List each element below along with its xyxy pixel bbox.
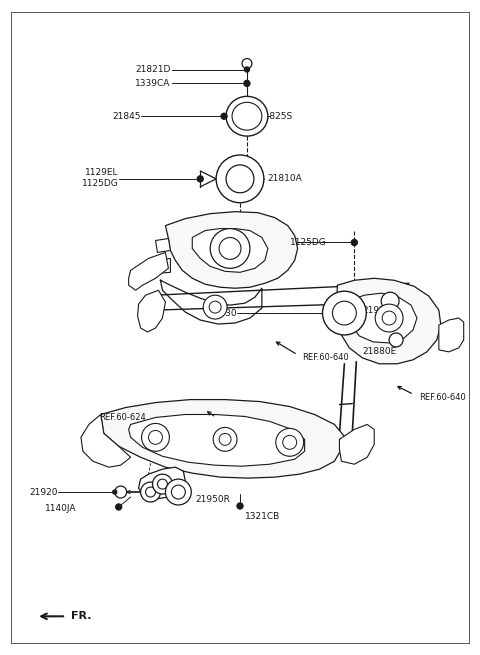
- Polygon shape: [192, 229, 268, 272]
- Text: 1321CB: 1321CB: [245, 512, 280, 521]
- Text: 21830: 21830: [208, 309, 237, 318]
- Circle shape: [219, 434, 231, 445]
- Text: REF.60-640: REF.60-640: [301, 353, 348, 362]
- Text: 21950R: 21950R: [195, 495, 230, 504]
- Polygon shape: [166, 212, 298, 288]
- Circle shape: [142, 423, 169, 451]
- Ellipse shape: [226, 96, 268, 136]
- Circle shape: [113, 490, 117, 494]
- Polygon shape: [348, 293, 417, 343]
- Circle shape: [197, 176, 203, 182]
- Text: REF.60-640: REF.60-640: [419, 393, 466, 402]
- Text: 1125DG: 1125DG: [82, 179, 119, 189]
- Circle shape: [145, 487, 156, 497]
- Polygon shape: [439, 318, 464, 352]
- Circle shape: [351, 240, 357, 246]
- Circle shape: [381, 292, 399, 310]
- Circle shape: [213, 428, 237, 451]
- Text: FR.: FR.: [71, 611, 92, 622]
- Text: 1339CA: 1339CA: [135, 79, 170, 88]
- Polygon shape: [81, 415, 131, 467]
- Circle shape: [141, 482, 160, 502]
- Text: 21880E: 21880E: [362, 347, 396, 356]
- Circle shape: [375, 304, 403, 332]
- Circle shape: [237, 503, 243, 509]
- Circle shape: [226, 165, 254, 193]
- Polygon shape: [101, 400, 344, 478]
- Text: 21810A: 21810A: [268, 174, 302, 183]
- Circle shape: [333, 301, 356, 325]
- Polygon shape: [156, 238, 170, 252]
- Circle shape: [116, 504, 122, 510]
- Circle shape: [389, 333, 403, 347]
- Text: 1129EL: 1129EL: [85, 168, 119, 178]
- Circle shape: [209, 301, 221, 313]
- Text: 1140JA: 1140JA: [45, 504, 76, 514]
- Circle shape: [166, 479, 192, 505]
- Text: 1125DG: 1125DG: [290, 238, 326, 247]
- Polygon shape: [129, 252, 168, 290]
- Circle shape: [148, 430, 162, 444]
- Ellipse shape: [232, 102, 262, 130]
- Circle shape: [115, 486, 127, 498]
- Polygon shape: [129, 415, 305, 466]
- Circle shape: [171, 485, 185, 499]
- Circle shape: [242, 58, 252, 69]
- Circle shape: [157, 479, 168, 489]
- Circle shape: [221, 113, 227, 119]
- Circle shape: [283, 436, 297, 449]
- Circle shape: [210, 229, 250, 269]
- Text: 21845: 21845: [112, 112, 141, 121]
- Polygon shape: [139, 467, 185, 499]
- Circle shape: [219, 238, 241, 259]
- Circle shape: [203, 295, 227, 319]
- Polygon shape: [156, 259, 170, 273]
- Circle shape: [323, 291, 366, 335]
- Circle shape: [276, 428, 304, 457]
- Circle shape: [382, 311, 396, 325]
- Text: 21920F: 21920F: [362, 306, 396, 314]
- Circle shape: [216, 155, 264, 203]
- Circle shape: [244, 67, 250, 72]
- Text: 21821D: 21821D: [135, 65, 170, 74]
- Polygon shape: [336, 278, 441, 364]
- Polygon shape: [138, 290, 166, 332]
- Circle shape: [244, 81, 250, 86]
- Circle shape: [153, 474, 172, 494]
- Text: REF.60-624: REF.60-624: [99, 413, 145, 422]
- Text: 21920: 21920: [30, 487, 58, 496]
- Text: 21825S: 21825S: [258, 112, 292, 121]
- Polygon shape: [339, 424, 374, 464]
